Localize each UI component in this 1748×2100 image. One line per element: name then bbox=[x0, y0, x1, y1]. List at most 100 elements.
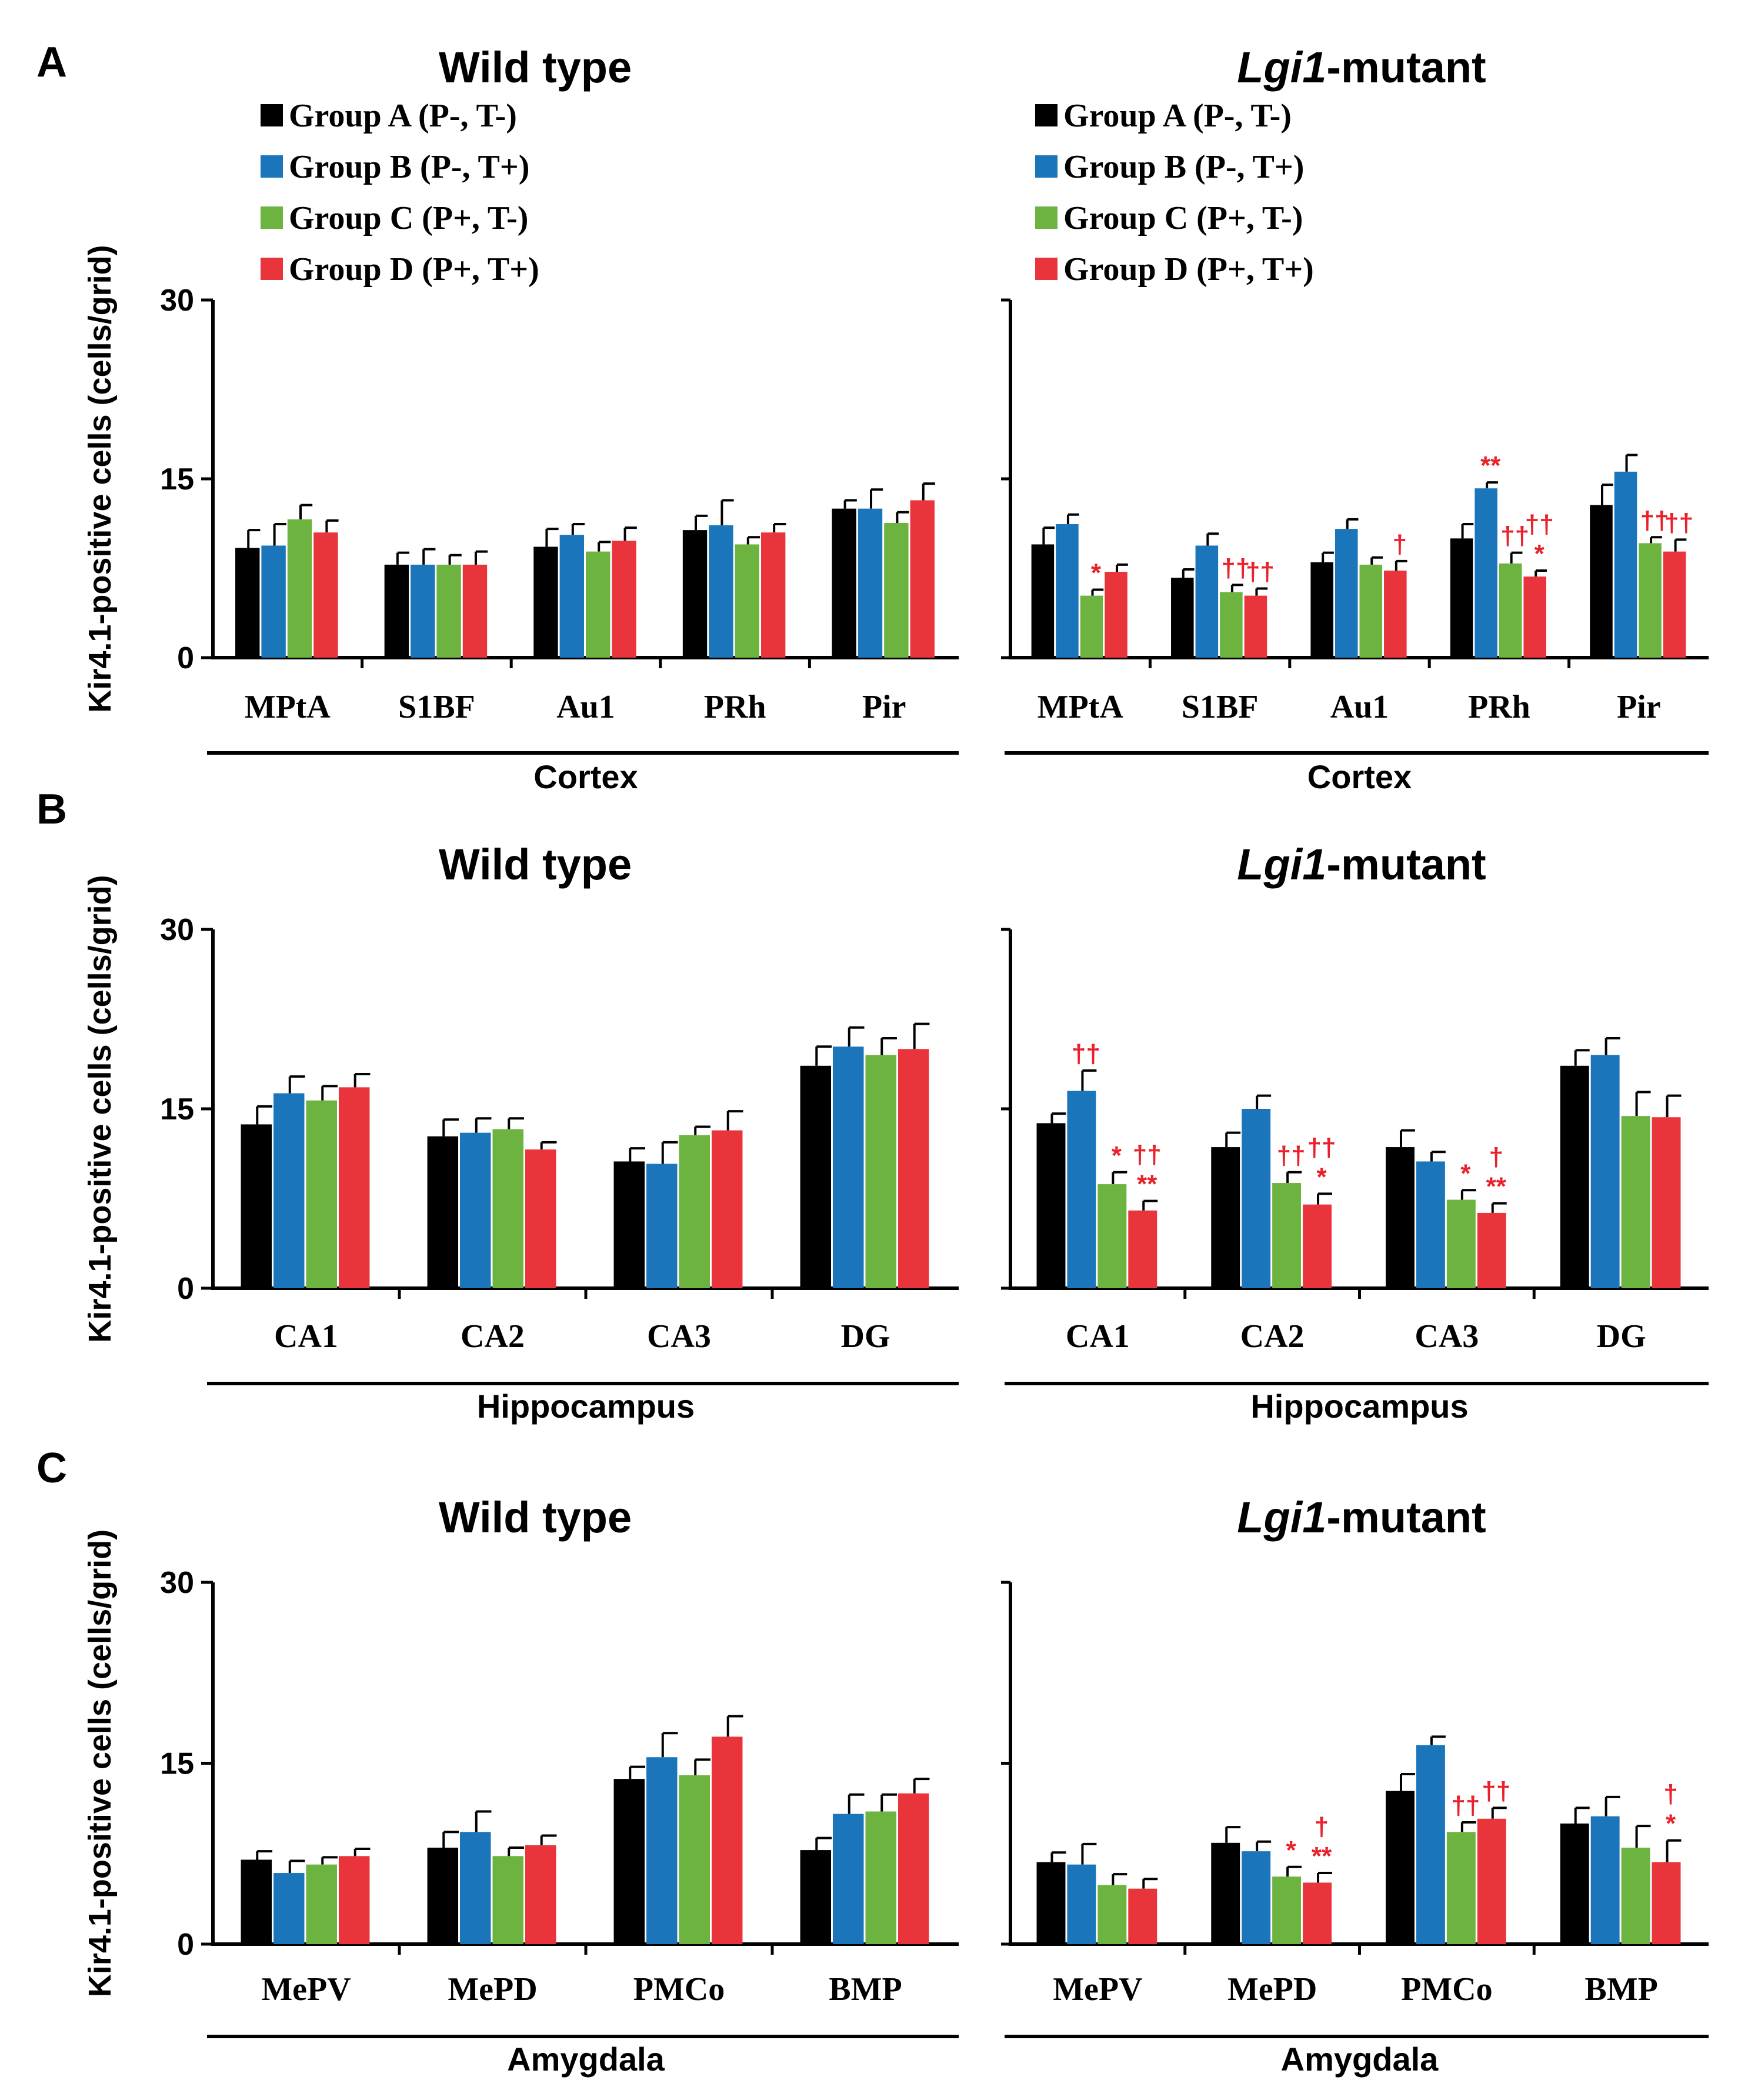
legend-label: Group A (P-, T-) bbox=[289, 98, 517, 134]
bar bbox=[646, 1757, 678, 1944]
bar bbox=[910, 500, 935, 658]
bar bbox=[525, 1149, 556, 1288]
title-gene: Lgi1 bbox=[1237, 43, 1326, 92]
bar bbox=[1056, 524, 1079, 658]
bar bbox=[1303, 1204, 1332, 1288]
category-label: S1BF bbox=[398, 689, 475, 725]
chart-title: Lgi1-mutant bbox=[1237, 1493, 1486, 1542]
significance-mark: ** bbox=[1137, 1170, 1157, 1199]
chart-title: Lgi1-mutant bbox=[1237, 840, 1486, 889]
bar bbox=[1446, 1199, 1476, 1288]
significance-mark: †† bbox=[1664, 508, 1693, 537]
category-label: PRh bbox=[1468, 689, 1530, 725]
chart-wild-type: Wild type Group A (P-, T-) Group B (P-, T+… bbox=[160, 43, 959, 795]
category-label: CA3 bbox=[1415, 1318, 1479, 1355]
category-label: CA1 bbox=[1066, 1318, 1130, 1355]
significance-mark: †† bbox=[1246, 557, 1275, 586]
chart-title: Lgi1-mutant bbox=[1237, 43, 1486, 92]
significance-mark: † bbox=[1315, 1812, 1329, 1841]
legend-label: Group B (P-, T+) bbox=[289, 149, 529, 185]
bar bbox=[800, 1065, 832, 1288]
y-axis-label: Kir4.1-positive cells (cells/grid) bbox=[82, 875, 118, 1342]
bar bbox=[411, 564, 435, 658]
legend-swatch bbox=[261, 258, 283, 280]
bar bbox=[1031, 544, 1055, 658]
bar bbox=[1621, 1848, 1650, 1944]
significance-mark: ** bbox=[1312, 1842, 1332, 1871]
y-tick-label: 15 bbox=[160, 1092, 194, 1126]
significance-mark: † bbox=[1663, 1780, 1677, 1809]
significance-mark: †† bbox=[1133, 1141, 1162, 1169]
region-label: Amygdala bbox=[1281, 2041, 1439, 2078]
bar bbox=[492, 1129, 523, 1288]
panel-a: A Kir4.1-positive cells (cells/grid) Wild … bbox=[36, 39, 1709, 795]
bar bbox=[384, 564, 409, 658]
legend-swatch bbox=[261, 104, 283, 126]
bar bbox=[1386, 1791, 1415, 1944]
significance-mark: †† bbox=[1500, 522, 1529, 551]
panel-letter: A bbox=[36, 39, 67, 86]
panel-letter: C bbox=[36, 1445, 67, 1492]
bar bbox=[1590, 505, 1613, 658]
title-suffix: -mutant bbox=[1326, 1493, 1486, 1542]
title-gene: Lgi1 bbox=[1237, 1493, 1326, 1542]
bar bbox=[1244, 595, 1267, 658]
bar bbox=[1450, 538, 1473, 658]
category-label: CA3 bbox=[647, 1318, 711, 1355]
bar bbox=[1303, 1882, 1332, 1944]
y-tick-label: 0 bbox=[177, 1272, 194, 1306]
region-label: Amygdala bbox=[507, 2041, 665, 2078]
y-tick-label: 0 bbox=[177, 1928, 194, 1962]
panel-c: C Kir4.1-positive cells (cells/grid) Wild … bbox=[36, 1445, 1709, 2078]
bar bbox=[1590, 1055, 1620, 1288]
region-label: Cortex bbox=[1307, 758, 1412, 795]
bar bbox=[679, 1775, 710, 1944]
bar bbox=[1097, 1885, 1127, 1944]
bar bbox=[1614, 471, 1637, 658]
chart-wild-type: Wild type 0 15 30 CA1 CA2 CA3 DG Hippocampus bbox=[160, 840, 959, 1425]
y-tick-label: 0 bbox=[177, 641, 194, 675]
bar bbox=[241, 1859, 272, 1944]
bar bbox=[492, 1856, 523, 1944]
bar bbox=[1105, 572, 1127, 658]
panel-b: B Kir4.1-positive cells (cells/grid) Wild … bbox=[36, 786, 1709, 1425]
y-tick-label: 15 bbox=[160, 1747, 194, 1781]
legend-swatch bbox=[1035, 104, 1058, 126]
category-label: Pir bbox=[1617, 689, 1661, 725]
legend-label: Group C (P+, T-) bbox=[289, 200, 528, 236]
y-tick-label: 30 bbox=[160, 913, 194, 947]
y-axis-label: Kir4.1-positive cells (cells/grid) bbox=[82, 245, 118, 712]
bar bbox=[679, 1135, 710, 1288]
bar bbox=[1416, 1745, 1445, 1944]
bar bbox=[646, 1164, 678, 1288]
significance-mark: * bbox=[1091, 558, 1102, 587]
bar bbox=[235, 548, 260, 658]
bar bbox=[1560, 1065, 1589, 1288]
bar bbox=[1171, 578, 1194, 658]
significance-mark: †† bbox=[1221, 554, 1250, 582]
bar bbox=[1477, 1818, 1506, 1944]
category-label: PMCo bbox=[1401, 1971, 1493, 2008]
bar bbox=[1211, 1147, 1240, 1288]
y-tick-label: 30 bbox=[160, 284, 194, 318]
legend-swatch bbox=[261, 155, 283, 178]
bar bbox=[1195, 545, 1219, 658]
title-suffix: -mutant bbox=[1326, 43, 1486, 92]
legend-label: Group C (P+, T-) bbox=[1063, 200, 1303, 236]
chart-title: Wild type bbox=[439, 43, 632, 92]
bar bbox=[427, 1848, 459, 1944]
significance-mark: * bbox=[1534, 539, 1545, 568]
bar bbox=[306, 1100, 337, 1288]
bar bbox=[1621, 1116, 1650, 1288]
bar bbox=[338, 1856, 370, 1944]
bar bbox=[1652, 1117, 1681, 1288]
significance-mark: † bbox=[1489, 1143, 1503, 1172]
category-label: Pir bbox=[862, 689, 906, 725]
bar bbox=[760, 532, 786, 658]
title-gene: Lgi1 bbox=[1237, 840, 1326, 889]
bar bbox=[1416, 1161, 1445, 1288]
bar bbox=[436, 564, 461, 658]
significance-mark: ** bbox=[1480, 451, 1501, 480]
